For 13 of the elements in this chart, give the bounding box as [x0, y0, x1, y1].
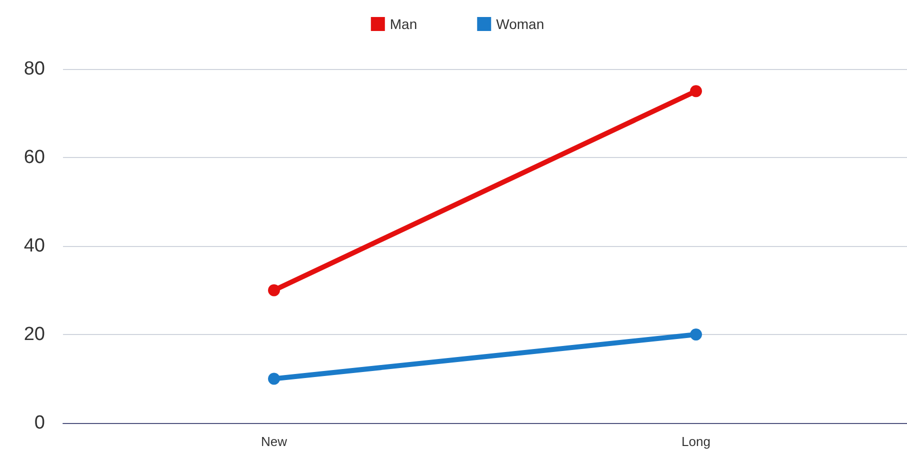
y-tick-label: 40 [24, 236, 45, 256]
point [268, 372, 280, 385]
y-tick-label: 20 [24, 324, 45, 345]
legend-label: Man [390, 16, 418, 32]
y-tick-label: 60 [24, 147, 45, 168]
point [268, 284, 280, 296]
x-tick-label: New [260, 434, 288, 449]
point [690, 328, 702, 340]
y-tick-label: 0 [34, 412, 45, 434]
x-tick-label: Long [682, 434, 710, 449]
legend-label: Woman [496, 16, 544, 32]
point [690, 85, 702, 98]
y-tick-label: 80 [24, 58, 45, 80]
